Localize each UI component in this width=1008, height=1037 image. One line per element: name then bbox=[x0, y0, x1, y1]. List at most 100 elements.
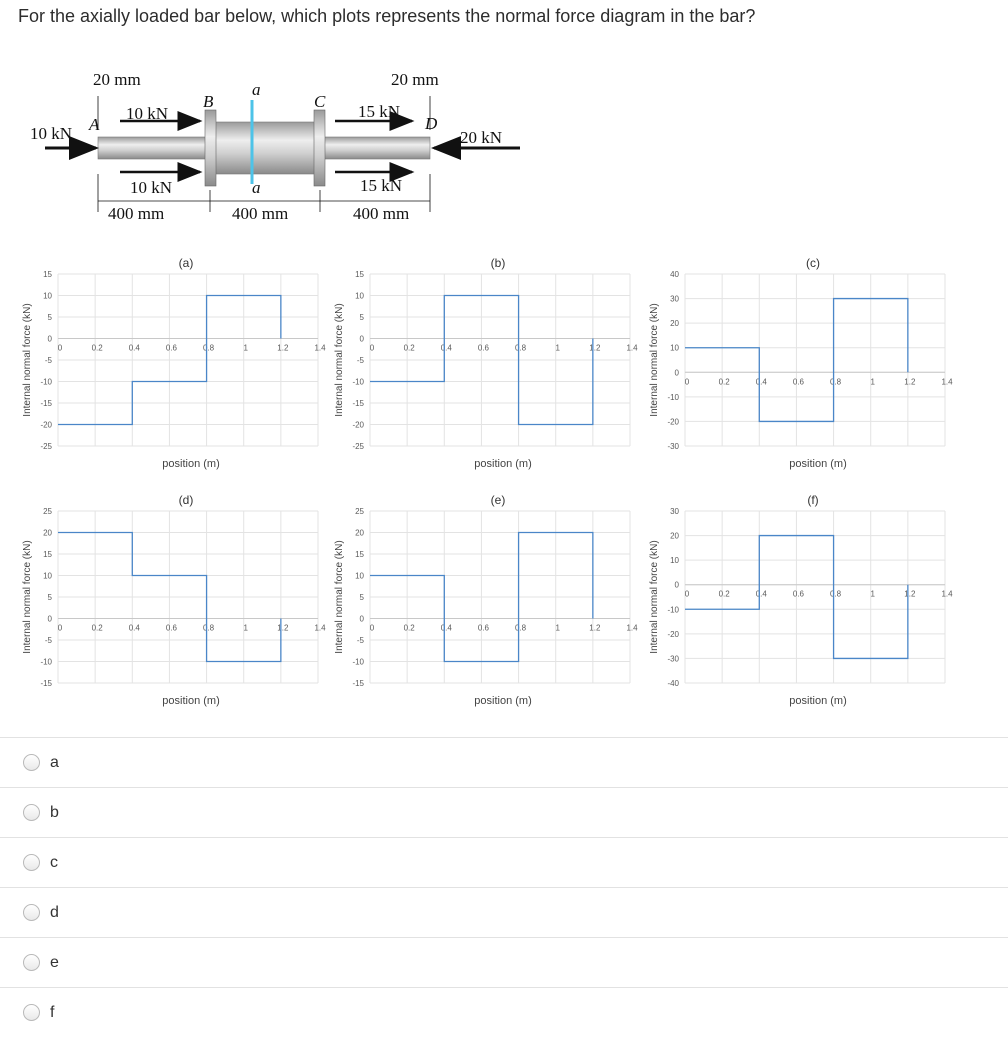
radio-button[interactable] bbox=[23, 954, 40, 971]
x-tick-label: 1.4 bbox=[314, 344, 326, 353]
y-tick-label: -15 bbox=[40, 399, 52, 408]
y-tick-label: -10 bbox=[40, 378, 52, 387]
y-tick-label: 0 bbox=[48, 615, 53, 624]
bar-segment-ab bbox=[97, 136, 211, 160]
load-label-d-right: 20 kN bbox=[460, 128, 502, 147]
chart-title: (b) bbox=[491, 256, 506, 270]
x-axis-label: position (m) bbox=[789, 695, 846, 707]
point-label-b: B bbox=[203, 92, 214, 111]
span-label-3: 400 mm bbox=[353, 204, 409, 223]
x-tick-label: 0.8 bbox=[515, 344, 527, 353]
plot-d: -15 -10 -5 0 5 10 15 20 25 0 0.2 0.4 0.6 0.8 1 1.2 1.4 (d… bbox=[18, 487, 328, 717]
radio-button[interactable] bbox=[23, 804, 40, 821]
x-tick-label: 1 bbox=[870, 590, 875, 599]
y-tick-label: 0 bbox=[48, 335, 53, 344]
x-tick-label: 1.4 bbox=[626, 624, 638, 633]
y-tick-label: 20 bbox=[43, 529, 52, 538]
choice-a[interactable]: a bbox=[0, 737, 1008, 787]
x-tick-label: 1 bbox=[243, 624, 248, 633]
x-tick-label: 0.6 bbox=[793, 590, 805, 599]
y-tick-label: 10 bbox=[43, 292, 52, 301]
y-tick-label: -30 bbox=[667, 654, 679, 663]
load-label-a-bottom: 10 kN bbox=[130, 178, 172, 197]
y-tick-label: 25 bbox=[355, 507, 364, 516]
question-text: For the axially loaded bar below, which … bbox=[18, 6, 756, 26]
point-label-a: A bbox=[88, 115, 100, 134]
x-tick-label: 0.2 bbox=[404, 624, 416, 633]
y-tick-label: 0 bbox=[675, 368, 680, 377]
y-tick-label: -10 bbox=[352, 378, 364, 387]
x-tick-label: 0.8 bbox=[203, 624, 215, 633]
x-tick-label: 0 bbox=[685, 377, 690, 386]
x-tick-label: 0.8 bbox=[830, 377, 842, 386]
y-axis-label: Internal normal force (kN) bbox=[334, 540, 345, 653]
y-tick-label: -20 bbox=[667, 630, 679, 639]
choice-d[interactable]: d bbox=[0, 887, 1008, 937]
plot-e: -15 -10 -5 0 5 10 15 20 25 0 0.2 0.4 0.6 0.8 1 1.2 1.4 (e… bbox=[330, 487, 640, 717]
y-tick-label: -10 bbox=[40, 658, 52, 667]
x-tick-label: 0.8 bbox=[830, 590, 842, 599]
chart-title: (e) bbox=[491, 493, 506, 507]
load-label-c-bottom: 15 kN bbox=[360, 176, 402, 195]
x-tick-label: 1.4 bbox=[626, 344, 638, 353]
y-tick-label: 25 bbox=[43, 507, 52, 516]
x-tick-label: 0 bbox=[685, 590, 690, 599]
chart-title: (a) bbox=[179, 256, 194, 270]
x-tick-label: 0.4 bbox=[441, 344, 453, 353]
x-tick-label: 1.4 bbox=[314, 624, 326, 633]
span-label-1: 400 mm bbox=[108, 204, 164, 223]
y-tick-label: -15 bbox=[40, 679, 52, 688]
series-line bbox=[370, 531, 594, 663]
y-tick-label: 10 bbox=[670, 556, 679, 565]
x-tick-label: 0.8 bbox=[203, 344, 215, 353]
y-tick-label: 5 bbox=[360, 593, 365, 602]
y-tick-label: 5 bbox=[360, 313, 365, 322]
y-tick-label: 10 bbox=[670, 344, 679, 353]
section-label-bottom: a bbox=[252, 178, 261, 197]
y-tick-label: 5 bbox=[48, 313, 53, 322]
radio-button[interactable] bbox=[23, 754, 40, 771]
radio-button[interactable] bbox=[23, 854, 40, 871]
x-tick-label: 0 bbox=[370, 624, 375, 633]
y-tick-label: -25 bbox=[40, 442, 52, 451]
x-tick-label: 0 bbox=[370, 344, 375, 353]
series-line bbox=[685, 534, 909, 660]
plot-c: -30 -20 -10 0 10 20 30 40 0 0.2 0.4 0.6 0.8 1 1.2 1.4 (c… bbox=[645, 250, 955, 480]
y-tick-label: -25 bbox=[352, 442, 364, 451]
y-tick-label: -5 bbox=[45, 636, 53, 645]
series-line bbox=[58, 294, 282, 426]
y-tick-label: 20 bbox=[355, 529, 364, 538]
y-tick-label: -20 bbox=[352, 421, 364, 430]
x-tick-label: 0.2 bbox=[719, 377, 731, 386]
radio-button[interactable] bbox=[23, 904, 40, 921]
x-tick-label: 0.4 bbox=[129, 624, 141, 633]
point-label-d: D bbox=[424, 114, 438, 133]
section-label-top: a bbox=[252, 80, 261, 99]
choice-b[interactable]: b bbox=[0, 787, 1008, 837]
choice-label: c bbox=[50, 853, 58, 871]
series-line bbox=[58, 531, 282, 663]
series-line bbox=[370, 294, 594, 426]
y-tick-label: 30 bbox=[670, 295, 679, 304]
y-tick-label: 20 bbox=[670, 319, 679, 328]
choice-f[interactable]: f bbox=[0, 987, 1008, 1037]
y-tick-label: 15 bbox=[43, 550, 52, 559]
x-tick-label: 1.4 bbox=[941, 377, 953, 386]
x-tick-label: 0.6 bbox=[166, 624, 178, 633]
x-tick-label: 0 bbox=[58, 624, 63, 633]
y-axis-label: Internal normal force (kN) bbox=[22, 303, 33, 416]
x-tick-label: 0.2 bbox=[404, 344, 416, 353]
y-axis-label: Internal normal force (kN) bbox=[649, 303, 660, 416]
x-tick-label: 1.2 bbox=[904, 377, 916, 386]
choice-c[interactable]: c bbox=[0, 837, 1008, 887]
plot-f: -40 -30 -20 -10 0 10 20 30 0 0.2 0.4 0.6 0.8 1 1.2 1.4 (… bbox=[645, 487, 955, 717]
x-tick-label: 0.2 bbox=[92, 344, 104, 353]
x-axis-label: position (m) bbox=[162, 458, 219, 470]
x-tick-label: 0.4 bbox=[129, 344, 141, 353]
choice-e[interactable]: e bbox=[0, 937, 1008, 987]
y-tick-label: 10 bbox=[43, 572, 52, 581]
y-tick-label: 15 bbox=[355, 270, 364, 279]
x-tick-label: 1.2 bbox=[277, 624, 289, 633]
radio-button[interactable] bbox=[23, 1004, 40, 1021]
y-tick-label: 10 bbox=[355, 572, 364, 581]
